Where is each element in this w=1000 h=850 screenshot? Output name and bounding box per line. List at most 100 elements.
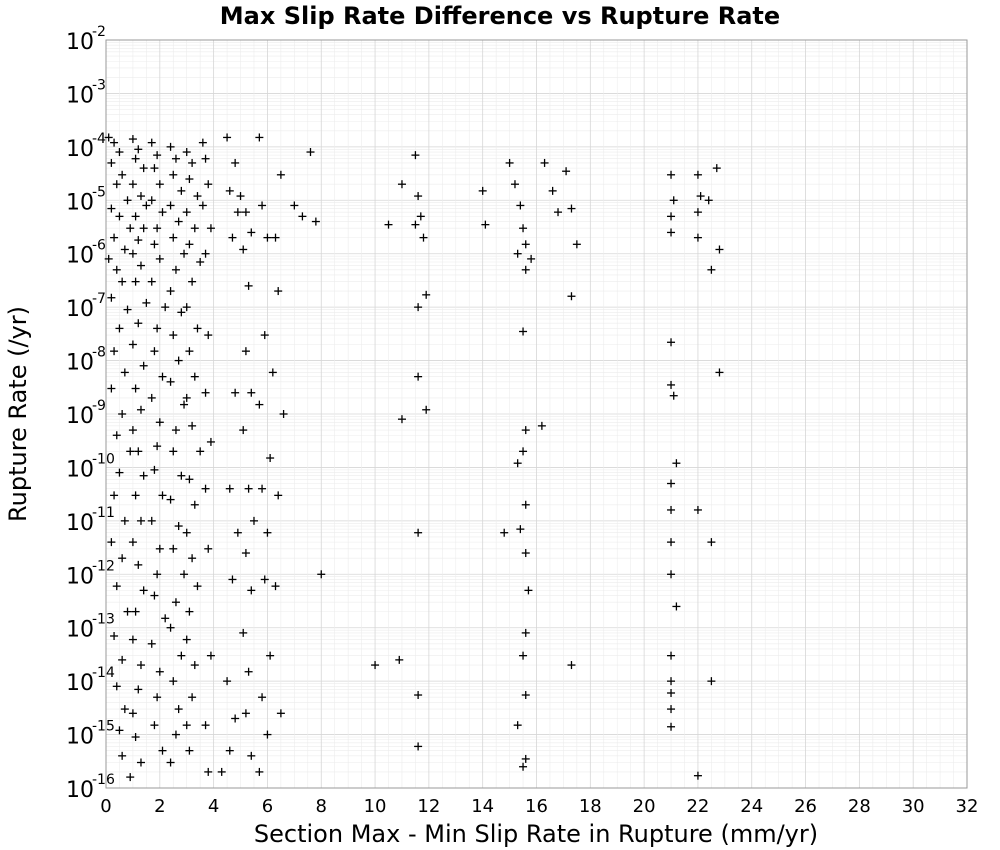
y-tick-exponent: -10 xyxy=(92,451,115,467)
data-point xyxy=(104,254,113,263)
data-point xyxy=(266,454,275,463)
y-tick-exponent: -7 xyxy=(92,291,106,307)
data-point xyxy=(112,582,121,591)
data-point xyxy=(521,549,530,558)
y-tick-base: 10 xyxy=(66,511,94,536)
y-axis-label: Rupture Rate (/yr) xyxy=(4,306,32,522)
y-tick-base: 10 xyxy=(66,83,94,108)
data-point xyxy=(311,217,320,226)
data-point xyxy=(107,204,116,213)
data-point xyxy=(139,586,148,595)
data-point xyxy=(414,192,423,201)
data-point xyxy=(131,733,140,742)
y-tick-exponent: -15 xyxy=(92,719,115,735)
y-tick-exponent: -3 xyxy=(92,77,106,93)
data-point xyxy=(707,538,716,547)
data-point xyxy=(384,220,393,229)
data-point xyxy=(131,277,140,286)
x-tick-label: 12 xyxy=(417,796,440,817)
data-point xyxy=(667,688,676,697)
data-point xyxy=(247,586,256,595)
data-point xyxy=(118,655,127,664)
data-point xyxy=(118,410,127,418)
data-point xyxy=(667,722,676,731)
data-point xyxy=(110,631,119,640)
data-point xyxy=(411,151,420,160)
data-point xyxy=(153,693,162,702)
y-tick-exponent: -12 xyxy=(92,558,115,574)
y-tick-exponent: -2 xyxy=(92,24,106,40)
data-point xyxy=(521,265,530,274)
data-point xyxy=(169,331,178,340)
data-point xyxy=(128,249,137,258)
y-tick-exponent: -5 xyxy=(92,184,106,200)
data-point xyxy=(239,628,248,637)
data-point xyxy=(174,217,183,226)
data-point xyxy=(128,135,137,144)
data-point xyxy=(419,233,428,242)
data-point xyxy=(182,528,191,537)
data-point xyxy=(567,661,576,670)
data-point xyxy=(166,287,175,296)
data-point xyxy=(131,491,140,500)
data-point xyxy=(206,437,215,446)
data-point xyxy=(196,257,205,266)
data-point xyxy=(667,338,676,347)
data-point xyxy=(153,224,162,233)
data-point xyxy=(290,201,299,210)
data-point xyxy=(263,730,272,739)
data-point xyxy=(567,204,576,213)
data-point xyxy=(150,164,159,173)
data-point xyxy=(225,484,234,493)
data-point xyxy=(147,277,156,286)
data-point xyxy=(244,281,253,290)
data-point xyxy=(271,233,280,242)
x-tick-label: 30 xyxy=(902,796,925,817)
data-point xyxy=(225,746,234,755)
data-point xyxy=(115,726,124,735)
y-axis-ticks: 10-1610-1510-1410-1310-1210-1110-1010-91… xyxy=(66,24,115,803)
data-point xyxy=(182,208,191,217)
data-point xyxy=(276,170,285,179)
data-point xyxy=(397,415,406,424)
data-point xyxy=(225,186,234,195)
data-point xyxy=(241,347,250,356)
data-point xyxy=(166,377,175,386)
data-point xyxy=(279,410,288,418)
data-points xyxy=(104,133,724,782)
plot-frame xyxy=(105,39,968,789)
data-point xyxy=(540,158,549,167)
data-point xyxy=(136,261,145,270)
data-point xyxy=(204,767,213,776)
data-point xyxy=(422,290,431,299)
data-point xyxy=(166,201,175,210)
y-tick-base: 10 xyxy=(66,137,94,162)
data-point xyxy=(667,212,676,221)
data-point xyxy=(150,591,159,600)
data-point xyxy=(169,544,178,553)
data-point xyxy=(519,651,528,660)
data-point xyxy=(527,254,536,263)
x-tick-label: 28 xyxy=(848,796,871,817)
y-tick-exponent: -11 xyxy=(92,505,115,521)
data-point xyxy=(153,324,162,333)
data-point xyxy=(414,742,423,751)
data-point xyxy=(567,292,576,301)
data-point xyxy=(193,324,202,333)
x-axis-label: Section Max - Min Slip Rate in Rupture (… xyxy=(254,820,818,848)
data-point xyxy=(115,324,124,333)
data-point xyxy=(263,528,272,537)
data-point xyxy=(126,447,135,456)
data-point xyxy=(693,170,702,179)
data-point xyxy=(182,635,191,644)
data-point xyxy=(112,180,121,189)
data-point xyxy=(128,340,137,349)
data-point xyxy=(249,516,258,525)
data-point xyxy=(136,405,145,414)
data-point xyxy=(411,220,420,229)
x-tick-label: 4 xyxy=(208,796,219,817)
data-point xyxy=(198,201,207,210)
data-point xyxy=(128,709,137,718)
chart-title: Max Slip Rate Difference vs Rupture Rate xyxy=(220,2,780,30)
data-point xyxy=(190,224,199,233)
